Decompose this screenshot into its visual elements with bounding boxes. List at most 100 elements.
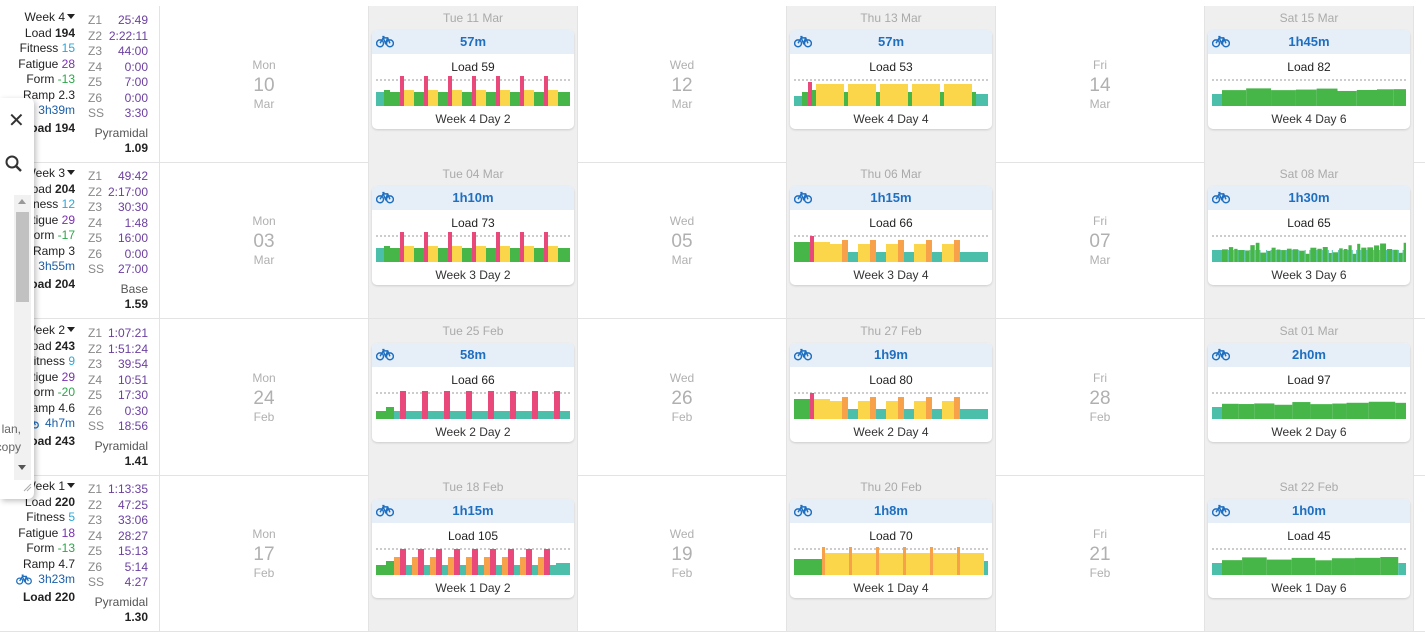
chevron-down-icon[interactable] [67, 14, 75, 19]
day-cell[interactable]: Tue 04 Mar 1h10m Load 73 Week 3 Day 2 [369, 162, 578, 318]
zone-time: 1:51:24 [107, 341, 148, 356]
day-cell[interactable]: Thu 20 Feb 1h8m Load 70 Week 1 Day 4 [787, 475, 996, 631]
day-of-week: Mon [252, 527, 276, 541]
bike-icon [1211, 504, 1231, 522]
workout-name: Week 1 Day 4 [853, 581, 929, 595]
workout-card[interactable]: 1h9m Load 80 Week 2 Day 4 [790, 343, 992, 442]
day-cell[interactable]: Thu 06 Mar 1h15m Load 66 Week 3 Day 4 [787, 162, 996, 318]
day-cell[interactable]: Sat 15 Mar 1h45m Load 82 Week 4 Day 6 [1205, 6, 1414, 162]
day-cell[interactable]: Tue 18 Feb 1h15m Load 105 Week 1 Day 2 [369, 475, 578, 631]
day-number: 26 [671, 388, 693, 409]
close-icon[interactable]: ✕ [8, 110, 25, 132]
distribution-ratio: 1.41 [124, 454, 148, 468]
day-of-week: Wed [669, 214, 695, 228]
resize-grip-icon[interactable] [22, 479, 32, 497]
day-cell[interactable]: Fri 28 Feb [996, 319, 1205, 475]
day-cell[interactable]: Wed 19 Feb [578, 475, 787, 631]
day-cell[interactable]: Fri 14 Mar [996, 6, 1205, 162]
week-title[interactable]: Week 3 [16, 166, 75, 182]
scrollbar-thumb[interactable] [16, 212, 29, 302]
zone-time: 2:17:00 [107, 184, 148, 199]
workout-card[interactable]: 1h30m Load 65 Week 3 Day 6 [1208, 186, 1410, 285]
workout-card[interactable]: 2h0m Load 97 Week 2 Day 6 [1208, 343, 1410, 442]
day-cell[interactable]: Fri 21 Feb [996, 475, 1205, 631]
day-date: Thu 06 Mar [860, 167, 922, 181]
day-date: Sat 01 Mar [1279, 324, 1339, 338]
bike-icon [1211, 348, 1231, 366]
scroll-down-icon[interactable] [18, 465, 26, 470]
fitness-value: 5 [68, 510, 75, 524]
chevron-down-icon[interactable] [67, 327, 75, 332]
day-cell[interactable]: Sat 22 Feb 1h0m Load 45 Week 1 Day 6 [1205, 475, 1414, 631]
day-cell[interactable]: Fri 07 Mar [996, 162, 1205, 318]
day-cell[interactable]: Wed 05 Mar [578, 162, 787, 318]
bike-icon [1211, 191, 1231, 209]
zone-time: 30:30 [117, 200, 148, 214]
workout-card[interactable]: 1h0m Load 45 Week 1 Day 6 [1208, 499, 1410, 598]
workout-card[interactable]: 1h45m Load 82 Week 4 Day 6 [1208, 30, 1410, 129]
search-icon[interactable] [4, 154, 24, 179]
zone-label: SS [88, 419, 105, 433]
workout-card[interactable]: 1h15m Load 105 Week 1 Day 2 [372, 499, 574, 598]
day-cell[interactable]: Thu 13 Mar 57m Load 53 Week 4 Day 4 [787, 6, 996, 162]
workout-card[interactable]: 1h10m Load 73 Week 3 Day 2 [372, 186, 574, 285]
workout-profile-chart [794, 230, 988, 267]
workout-name: Week 1 Day 2 [435, 581, 511, 595]
day-cell[interactable]: Thu 27 Feb 1h9m Load 80 Week 2 Day 4 [787, 319, 996, 475]
zone-label: Z4 [88, 215, 103, 230]
zone-label: Z4 [88, 372, 103, 387]
workout-profile-chart [1212, 387, 1410, 424]
day-cell[interactable]: Sat 01 Mar 2h0m Load 97 Week 2 Day 6 [1205, 319, 1414, 475]
zone-time: 17:30 [117, 388, 148, 402]
zone-row: Z3 44:00 [88, 44, 148, 60]
scroll-up-icon[interactable] [18, 199, 26, 204]
zone-row: Z2 47:25 [88, 498, 148, 514]
scrollbar[interactable] [14, 195, 31, 480]
workout-load: Load 105 [447, 529, 499, 543]
zone-label: Z2 [88, 341, 103, 356]
zone-time: 7:00 [124, 75, 148, 89]
workout-duration: 1h9m [874, 347, 908, 362]
day-date: Tue 04 Mar [442, 167, 504, 181]
day-cell[interactable]: Mon 24 Feb [160, 319, 369, 475]
day-cell[interactable]: Tue 25 Feb 58m Load 66 Week 2 Day 2 [369, 319, 578, 475]
day-cell[interactable]: Mon 17 Feb [160, 475, 369, 631]
zone-time: 47:25 [117, 497, 148, 512]
workout-name: Week 3 Day 4 [853, 268, 929, 282]
week-title[interactable]: Week 2 [18, 323, 75, 339]
week-title[interactable]: Week 1 [16, 479, 75, 495]
chevron-down-icon[interactable] [67, 170, 75, 175]
day-cell[interactable]: Wed 26 Feb [578, 319, 787, 475]
workout-card[interactable]: 1h8m Load 70 Week 1 Day 4 [790, 499, 992, 598]
day-month: Mar [253, 253, 275, 267]
workout-name: Week 1 Day 6 [1271, 581, 1347, 595]
workout-profile-chart [376, 74, 570, 111]
day-of-week: Wed [669, 371, 695, 385]
zone-row: Z5 15:13 [88, 544, 148, 560]
week-total-load: Load 204 [22, 276, 75, 291]
workout-card[interactable]: 57m Load 53 Week 4 Day 4 [790, 30, 992, 129]
day-number: 19 [671, 544, 693, 565]
zone-label: Z1 [88, 326, 103, 340]
day-cell[interactable]: Sat 08 Mar 1h30m Load 65 Week 3 Day 6 [1205, 162, 1414, 318]
fatigue-label: Fatigue [18, 525, 59, 540]
week-summary: Week 1 Load 220 Fitness 5 Fatigue 18 For… [0, 475, 160, 631]
chevron-down-icon[interactable] [67, 483, 75, 488]
zone-label: Z1 [88, 13, 103, 27]
workout-card[interactable]: 57m Load 59 Week 4 Day 2 [372, 30, 574, 129]
week-title[interactable]: Week 4 [16, 10, 75, 26]
day-cell[interactable]: Wed 12 Mar [578, 6, 787, 162]
day-cell[interactable]: Mon 10 Mar [160, 6, 369, 162]
day-cell[interactable]: Mon 03 Mar [160, 162, 369, 318]
day-cell[interactable]: Tue 11 Mar 57m Load 59 Week 4 Day 2 [369, 6, 578, 162]
week-row: Week 3 Load 204 Fitness 12 Fatigue 29 Fo… [0, 162, 1425, 319]
workout-duration: 57m [459, 34, 487, 49]
zone-time: 33:06 [117, 513, 148, 527]
workout-card[interactable]: 58m Load 66 Week 2 Day 2 [372, 343, 574, 442]
day-month: Feb [1089, 410, 1111, 424]
zone-time: 15:13 [117, 544, 148, 558]
workout-card[interactable]: 1h15m Load 66 Week 3 Day 4 [790, 186, 992, 285]
zone-row: Z4 10:51 [88, 373, 148, 389]
form-value: -20 [57, 385, 75, 399]
